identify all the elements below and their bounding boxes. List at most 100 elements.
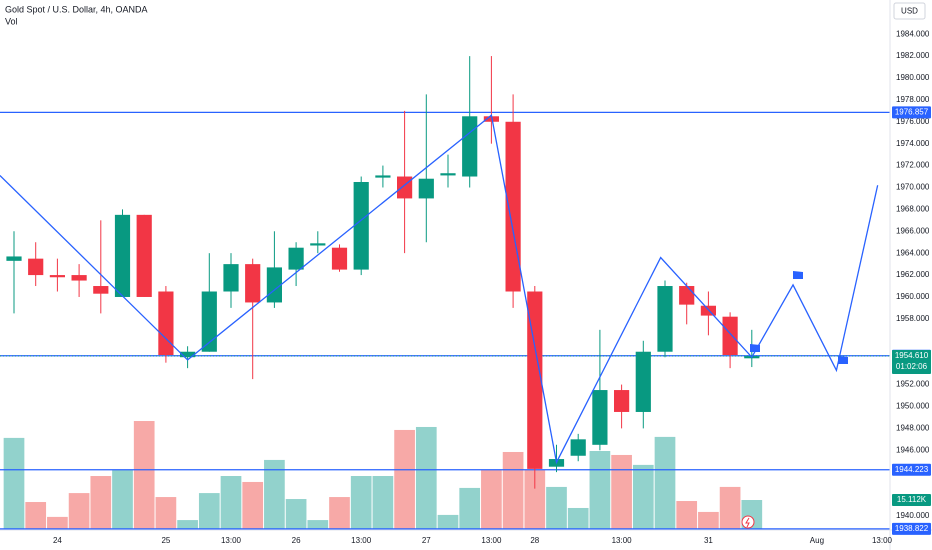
- price-label-box: [892, 106, 931, 119]
- chart-title: Gold Spot / U.S. Dollar, 4h, OANDA: [5, 4, 148, 14]
- current-price-box: [892, 349, 931, 374]
- volume-layer: [3, 421, 763, 530]
- y-tick-label: 1962.000: [896, 270, 930, 279]
- volume-bar: [90, 476, 112, 530]
- y-tick-label: 1958.000: [896, 314, 930, 323]
- candle-body: [505, 121, 521, 292]
- volume-bar: [68, 493, 90, 530]
- candle-body: [722, 316, 738, 356]
- candle-body: [158, 291, 174, 356]
- volume-bar: [589, 450, 611, 530]
- volume-bar: [654, 436, 676, 530]
- x-tick-label: 13:00: [481, 536, 502, 545]
- volume-bar: [546, 486, 567, 530]
- y-tick-label: 1982.000: [896, 51, 930, 60]
- candle-body: [49, 275, 65, 278]
- y-tick-label: 1984.000: [896, 29, 930, 38]
- volume-bar: [459, 487, 481, 530]
- y-tick-label: 1966.000: [896, 226, 930, 235]
- candle-body: [245, 264, 261, 303]
- volume-bar: [285, 499, 307, 530]
- candle-body: [657, 286, 673, 352]
- candle-body: [310, 243, 326, 246]
- candle-body: [288, 247, 304, 270]
- volume-label: 15.112K: [897, 495, 927, 504]
- trend-drawing: [0, 114, 879, 465]
- x-tick-label: 13:00: [221, 536, 242, 545]
- x-tick-label: 27: [422, 536, 431, 545]
- price-label-box: [892, 522, 931, 535]
- x-tick-label: Aug: [810, 536, 824, 545]
- y-tick-label: 1968.000: [896, 204, 930, 213]
- volume-bar: [502, 451, 524, 530]
- price-layer: [0, 56, 890, 530]
- volume-bar: [242, 481, 264, 530]
- candle-body: [462, 116, 478, 177]
- x-tick-label: 26: [292, 536, 301, 545]
- y-tick-label: 1970.000: [896, 183, 930, 192]
- volume-bar: [198, 493, 220, 530]
- currency-button[interactable]: [893, 2, 926, 20]
- volume-label-box: [892, 494, 931, 507]
- event-icon-glyph: [745, 517, 750, 528]
- time-axis-bg: [0, 530, 932, 550]
- volume-bar: [307, 520, 329, 530]
- countdown: 01:02:06: [896, 362, 928, 371]
- volume-bar: [415, 426, 437, 530]
- candle-body: [223, 264, 239, 292]
- volume-bar: [676, 501, 698, 530]
- x-tick-label: 28: [530, 536, 539, 545]
- volume-bar: [394, 429, 415, 530]
- currency: USD: [901, 7, 918, 16]
- candle-body: [614, 390, 630, 412]
- candle-body: [28, 258, 44, 276]
- candle-body: [331, 247, 348, 270]
- candle-body: [570, 439, 586, 456]
- event-icon[interactable]: [741, 515, 755, 529]
- candle-body: [114, 214, 131, 297]
- candle-body: [71, 275, 87, 281]
- indicator-label: Vol: [5, 16, 18, 26]
- candle-body: [679, 286, 695, 305]
- x-tick-label: 13:00: [351, 536, 372, 545]
- candle-body: [635, 351, 651, 412]
- current-price: 1954.610: [895, 351, 929, 360]
- candle-body: [353, 181, 369, 270]
- candle-body: [375, 175, 391, 178]
- volume-bar: [632, 464, 654, 530]
- flag: [838, 356, 848, 364]
- candle-body: [93, 286, 109, 294]
- volume-bar: [350, 476, 372, 530]
- candle-body: [418, 178, 434, 199]
- price-label-box: [892, 463, 931, 476]
- y-tick-label: 1972.000: [896, 161, 930, 170]
- volume-bar: [177, 520, 198, 530]
- price-label: 1938.822: [895, 524, 929, 533]
- volume-bar: [481, 470, 502, 530]
- volume-bar: [264, 459, 285, 530]
- volume-bar: [329, 497, 350, 530]
- volume-bar: [524, 470, 546, 530]
- y-tick-label: 1946.000: [896, 445, 930, 454]
- volume-bar: [112, 470, 133, 530]
- flag: [750, 344, 760, 352]
- x-tick-label: 13:00: [612, 536, 633, 545]
- volume-bar: [3, 437, 25, 530]
- candle-body: [136, 214, 152, 297]
- volume-bar: [611, 454, 632, 530]
- price-label: 1976.857: [895, 107, 929, 116]
- volume-bar: [220, 476, 242, 530]
- y-tick-label: 1964.000: [896, 248, 930, 257]
- candle-body: [180, 351, 196, 358]
- volume-bar: [133, 421, 155, 530]
- flags: [750, 271, 848, 364]
- x-tick-label: 13:00: [872, 536, 893, 545]
- volume-bar: [698, 511, 719, 530]
- x-tick-label: 24: [53, 536, 62, 545]
- price-label: 1944.223: [895, 465, 929, 474]
- y-tick-label: 1960.000: [896, 292, 930, 301]
- y-tick-label: 1940.000: [896, 511, 930, 520]
